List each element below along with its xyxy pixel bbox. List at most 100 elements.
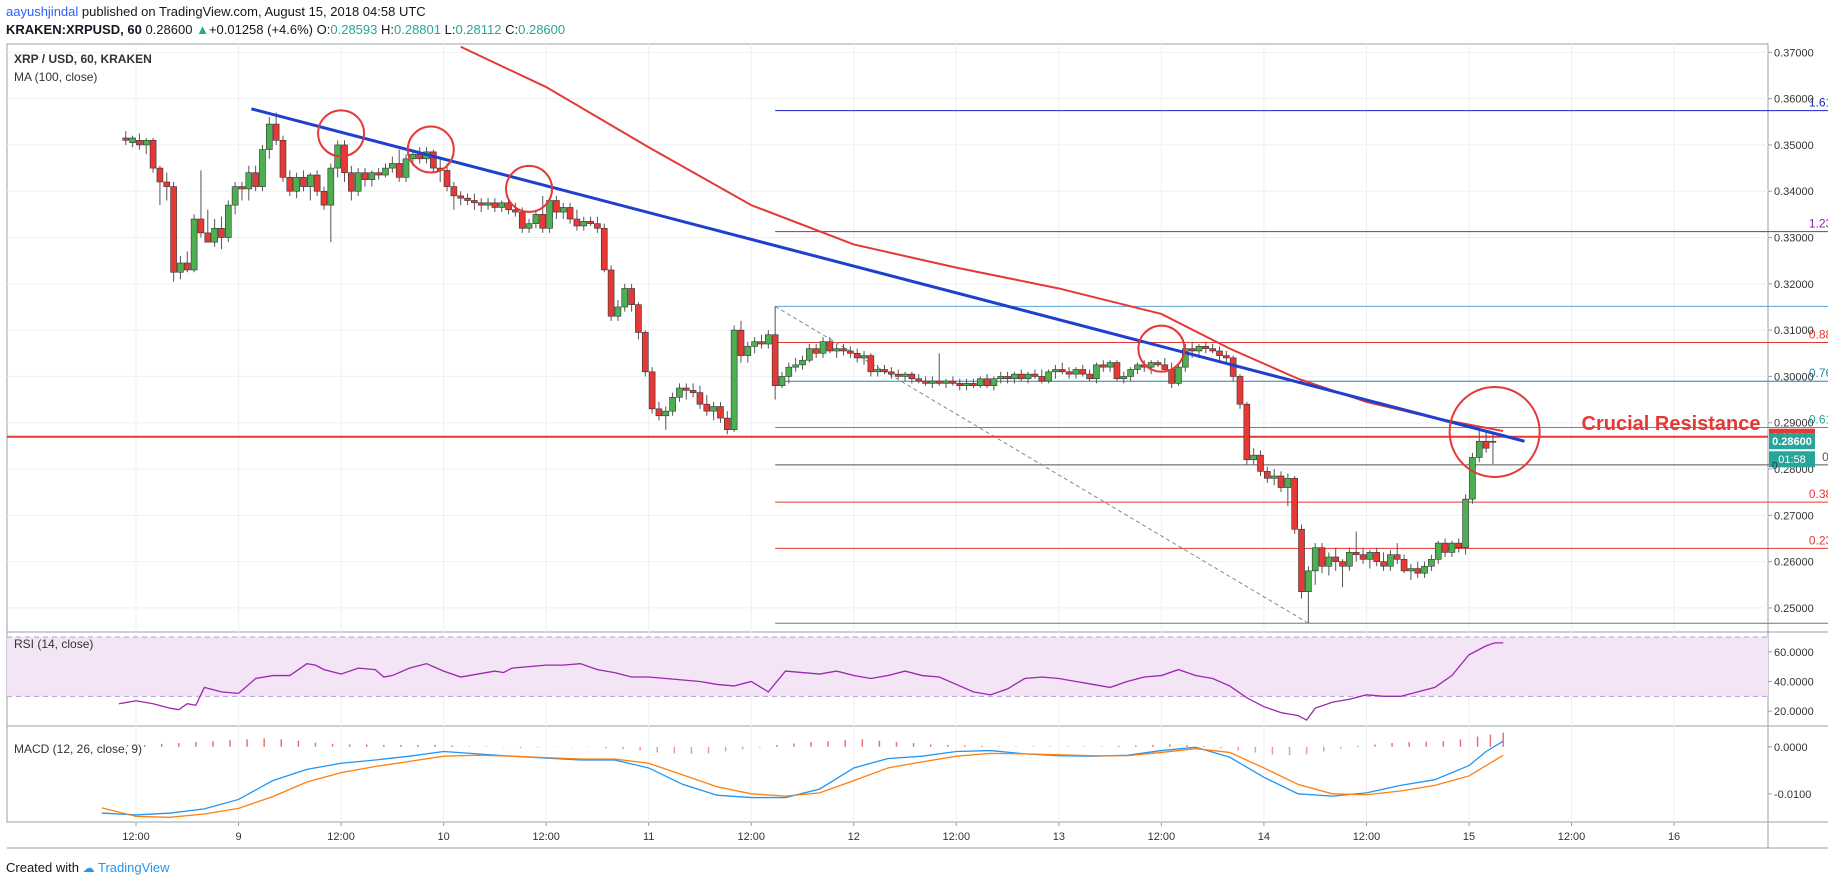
candle-body (908, 373, 916, 380)
candles (122, 112, 1497, 624)
ma-line (460, 45, 1504, 433)
candle-body (224, 204, 232, 238)
candle-body (737, 329, 745, 356)
candle-body (307, 174, 314, 187)
candle-body (976, 378, 984, 386)
highlight-circle (1137, 324, 1186, 373)
tradingview-logo-icon[interactable]: ☁ (82, 861, 95, 875)
candle-body (662, 410, 670, 417)
candle-body (409, 153, 417, 160)
candle-body (1455, 542, 1463, 549)
candle-body (1195, 346, 1203, 352)
price-change: +0.01258 (+4.6%) (208, 22, 314, 37)
y-tick-label: 0.37000 (1774, 47, 1814, 59)
chart-canvas[interactable]: 1.618(0.35740)1.236(0.33127)1(0.31512)0.… (0, 0, 1828, 852)
candle-body (1154, 362, 1162, 366)
candle-body (901, 373, 909, 377)
price-badge (1769, 433, 1815, 450)
candle-body (327, 167, 335, 206)
x-tick-label: 14 (1258, 831, 1270, 843)
candle-body (1305, 570, 1312, 593)
candle-body (416, 153, 423, 160)
candle-body (122, 137, 130, 141)
rsi-band (7, 636, 1768, 697)
candle-body (587, 221, 594, 224)
candle-body (676, 387, 683, 398)
open-value: 0.28593 (330, 22, 378, 37)
candle-body (1038, 376, 1046, 382)
candle-body (853, 352, 861, 359)
x-tick-label: 12:00 (532, 831, 560, 843)
candle-body (183, 262, 191, 271)
pane-labels: XRP / USD, 60, KRAKEN MA (100, close) RSI … (14, 52, 152, 756)
candle-body (272, 123, 280, 141)
candle-body (573, 218, 581, 227)
candle-body (1058, 369, 1066, 373)
candle-body (922, 380, 929, 384)
y-tick-label: 0.35000 (1774, 140, 1814, 152)
annotation-circles: Crucial Resistance (317, 109, 1761, 478)
candle-body (457, 195, 465, 199)
candle-body (997, 376, 1005, 380)
tradingview-link[interactable]: TradingView (98, 860, 170, 875)
candle-body (313, 174, 321, 192)
candle-body (635, 304, 642, 333)
candle-body (211, 227, 218, 243)
candle-body (566, 207, 574, 220)
candle-body (1093, 364, 1100, 380)
candle-body (1373, 552, 1381, 562)
candle-body (1421, 565, 1428, 574)
candle-body (142, 140, 150, 146)
candle-body (1168, 369, 1175, 384)
candle-body (1270, 475, 1278, 479)
x-tick-label: 12:00 (737, 831, 765, 843)
candle-body (286, 177, 294, 192)
fib-label-0.5: 0.5(0.28091) (1822, 450, 1828, 464)
candle-body (600, 227, 608, 271)
candle-body (655, 408, 663, 417)
publish-info: published on TradingView.com, August 15,… (78, 4, 426, 19)
candle-body (1202, 346, 1210, 349)
candle-body (1311, 547, 1319, 572)
y-tick-label: 0.33000 (1774, 233, 1814, 245)
author-link[interactable]: aayushjindal (6, 4, 79, 19)
candle-body (1079, 369, 1087, 375)
fib-label-1.618: 1.618(0.35740) (1809, 96, 1828, 110)
rsi-label: RSI (14, close) (14, 637, 93, 651)
x-tick-label: 12:00 (1558, 831, 1586, 843)
candle-body (751, 341, 758, 347)
candle-body (648, 371, 656, 410)
candle-body (1489, 440, 1497, 443)
x-tick-label: 12:00 (1148, 831, 1176, 843)
candle-body (1284, 477, 1292, 488)
x-tick-label: 15 (1463, 831, 1475, 843)
candle-body (382, 167, 389, 176)
candle-body (1264, 471, 1271, 479)
symbol-line: KRAKEN:XRPUSD, 60 0.28600 ▲+0.01258 (+4.… (6, 22, 565, 37)
candle-body (1127, 369, 1134, 377)
candle-body (758, 341, 765, 345)
candle-body (341, 144, 348, 174)
candle-body (471, 200, 478, 204)
candle-body (252, 172, 259, 187)
candle-body (1052, 369, 1059, 373)
candle-body (771, 334, 779, 386)
candle-body (703, 403, 711, 412)
candle-body (1031, 373, 1039, 377)
rsi-line (118, 642, 1504, 721)
candle-body (860, 355, 868, 359)
candle-body (1387, 554, 1394, 567)
close-value: 0.28600 (518, 22, 566, 37)
candle-body (1017, 373, 1025, 380)
candle-body (265, 123, 273, 150)
countdown-badge (1769, 451, 1815, 468)
candle-body (450, 186, 458, 197)
candle-body (1065, 371, 1073, 375)
candle-body (1072, 369, 1080, 375)
candle-body (915, 378, 923, 382)
fib-diagonal (774, 305, 1309, 624)
candle-body (621, 288, 629, 308)
candle-body (539, 214, 547, 229)
candle-body (970, 383, 977, 386)
created-with: Created with (6, 860, 79, 875)
